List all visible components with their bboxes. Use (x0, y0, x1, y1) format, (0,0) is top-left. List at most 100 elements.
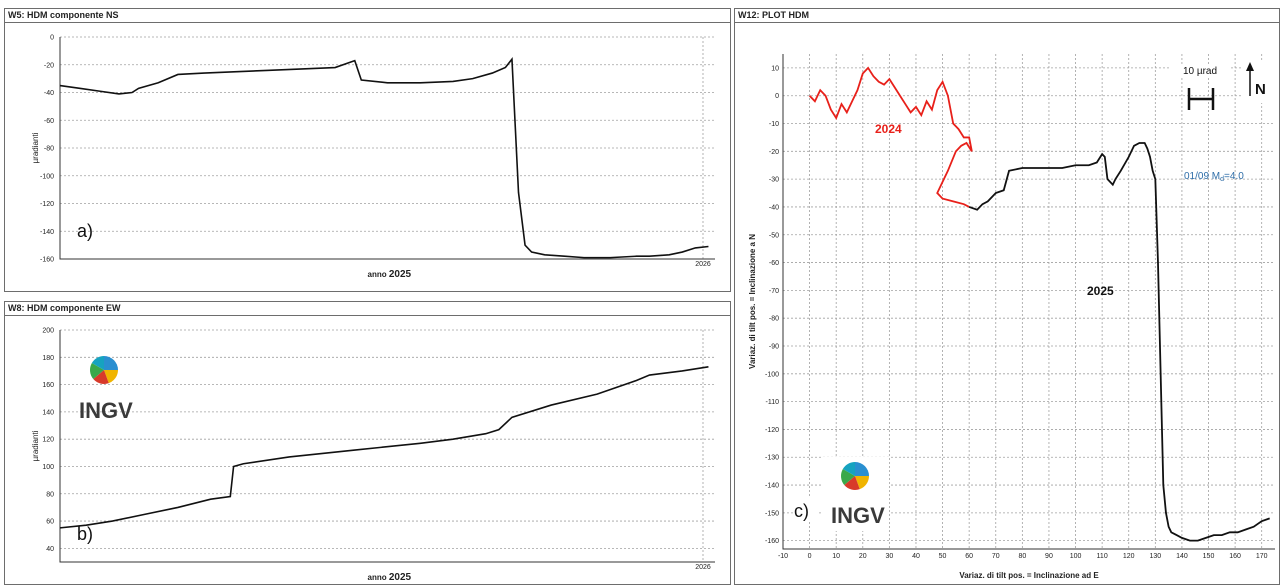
north-arrow-head (1246, 62, 1254, 71)
x-axis-label-year: 2025 (389, 572, 412, 583)
y-tick-label: 100 (42, 464, 54, 471)
event-label: 01/09 Md=4.0 (1184, 171, 1244, 183)
logo-globe-segment (104, 370, 118, 384)
x-tick-label: 0 (808, 553, 812, 560)
y-tick-label: 0 (775, 93, 779, 100)
x-tick-label: -10 (778, 553, 788, 560)
y-tick-label: -50 (769, 232, 779, 239)
y-tick-label: -130 (765, 455, 779, 462)
series-line-2024 (808, 66, 973, 208)
y-tick-label: 40 (46, 546, 54, 553)
x-tick-label: 80 (1018, 553, 1026, 560)
x-axis-label-prefix: anno (368, 270, 389, 279)
y-tick-label: -60 (44, 118, 54, 125)
axis-frame (59, 37, 715, 260)
ingv-logo: INGV (79, 356, 133, 423)
y-tick-label: 200 (42, 328, 54, 335)
y-tick-label: -110 (766, 399, 780, 406)
y-tick-label: -100 (40, 173, 54, 180)
x-tick-label: 130 (1149, 553, 1161, 560)
logo-globe-segment (93, 370, 109, 384)
x-tick-label: 90 (1045, 553, 1053, 560)
series-line (59, 57, 709, 259)
logo-globe-segment (90, 363, 104, 379)
logo-globe-segment (844, 476, 860, 490)
panel-plot-title: W12: PLOT HDM (735, 9, 1279, 23)
y-axis-label: Variaz. di tilt pos. = Inclinazione a N (748, 234, 757, 369)
event-label-sub: d (1220, 176, 1224, 183)
y-tick-label: -140 (40, 229, 54, 236)
x-tick-label: 50 (939, 553, 947, 560)
x-tick-label: 140 (1176, 553, 1188, 560)
x-tick-label: 110 (1097, 553, 1108, 560)
logo-globe-segment (855, 462, 869, 476)
panel-ew: W8: HDM componente EW 200 180 160 140 120 100… (4, 301, 731, 585)
y-tick-label: -30 (769, 177, 779, 184)
y-tick-label: -40 (44, 90, 54, 97)
x-axis-label: anno 2025 (368, 572, 412, 583)
x-tick-label: 10 (832, 553, 840, 560)
axis-frame (782, 54, 1275, 550)
panel-letter: c) (794, 501, 809, 521)
x-tick-label: 60 (965, 553, 973, 560)
y-tick-label: -60 (769, 260, 779, 267)
x-axis-label: anno 2025 (368, 269, 412, 280)
x-tick-label: 70 (992, 553, 1000, 560)
panel-letter: b) (77, 524, 93, 544)
y-tick-label: -70 (769, 288, 779, 295)
y-tick-label: 140 (42, 409, 54, 416)
series-line-2025 (968, 142, 1270, 542)
y-tick-label: -120 (765, 427, 779, 434)
x-tick-label: 20 (859, 553, 867, 560)
x-tick-label: 120 (1123, 553, 1135, 560)
y-tick-label: 60 (46, 519, 54, 526)
logo-text: INGV (79, 398, 133, 423)
ew-chart: 200 180 160 140 120 100 80 60 40 2026 µradianti ann… (31, 328, 715, 583)
scale-label-bg (1171, 64, 1229, 77)
y-axis-label: µradianti (31, 132, 40, 163)
y-tick-label: -40 (769, 204, 779, 211)
y-tick-label: -160 (765, 538, 779, 545)
y-tick-label: 0 (50, 35, 54, 42)
x-tick-label: 150 (1203, 553, 1215, 560)
x-tick-label: 170 (1256, 553, 1268, 560)
panel-plot: W12: PLOT HDM -10 0 10 20 30 40 50 60 70 80 90 100 1… (734, 8, 1280, 585)
scale-label: 10 µrad (1183, 66, 1217, 77)
y-tick-label: -80 (44, 146, 54, 153)
plot-chart: -10 0 10 20 30 40 50 60 70 80 90 100 110 120 130 140 150… (748, 54, 1275, 580)
y-tick-label: 80 (46, 491, 54, 498)
event-label-value: =4.0 (1224, 171, 1244, 182)
y-tick-label: -80 (769, 316, 779, 323)
panel-ew-title: W8: HDM componente EW (5, 302, 730, 316)
logo-globe-segment (91, 356, 104, 370)
panel-letter-bg (793, 497, 819, 521)
y-tick-label: -20 (44, 62, 54, 69)
x-axis-label: Variaz. di tilt pos. = Inclinazione ad E (959, 571, 1099, 580)
x-tick-label: 40 (912, 553, 920, 560)
x-end-label: 2026 (695, 564, 711, 571)
y-axis-label: µradianti (31, 430, 40, 461)
x-tick-label: 30 (885, 553, 893, 560)
x-tick-label: 100 (1070, 553, 1082, 560)
series-label-2025: 2025 (1087, 284, 1114, 298)
panel-ns: W5: HDM componente NS 0 -20 -40 -60 -80 -100 -… (4, 8, 731, 292)
y-tick-label: -90 (769, 343, 779, 350)
y-tick-label: -160 (40, 257, 54, 264)
logo-globe-segment (841, 469, 855, 485)
logo-globe-segment (104, 356, 118, 370)
axis-frame (59, 330, 715, 563)
y-tick-label: -150 (765, 510, 779, 517)
y-tick-label: 160 (42, 382, 54, 389)
x-axis-label-prefix: anno (368, 573, 389, 582)
y-tick-label: -140 (765, 483, 779, 490)
ns-chart: 0 -20 -40 -60 -80 -100 -120 -140 -160 2026 µradian… (31, 35, 715, 280)
y-tick-label: 180 (42, 355, 54, 362)
series-line (59, 366, 709, 529)
panel-ns-title: W5: HDM componente NS (5, 9, 730, 23)
event-label-main: 01/09 M (1184, 171, 1220, 182)
panel-letter: a) (77, 221, 93, 241)
logo-text: INGV (831, 503, 885, 528)
x-axis-label-year: 2025 (389, 269, 412, 280)
logo-globe-segment (842, 462, 855, 476)
y-tick-label: 10 (771, 65, 779, 72)
